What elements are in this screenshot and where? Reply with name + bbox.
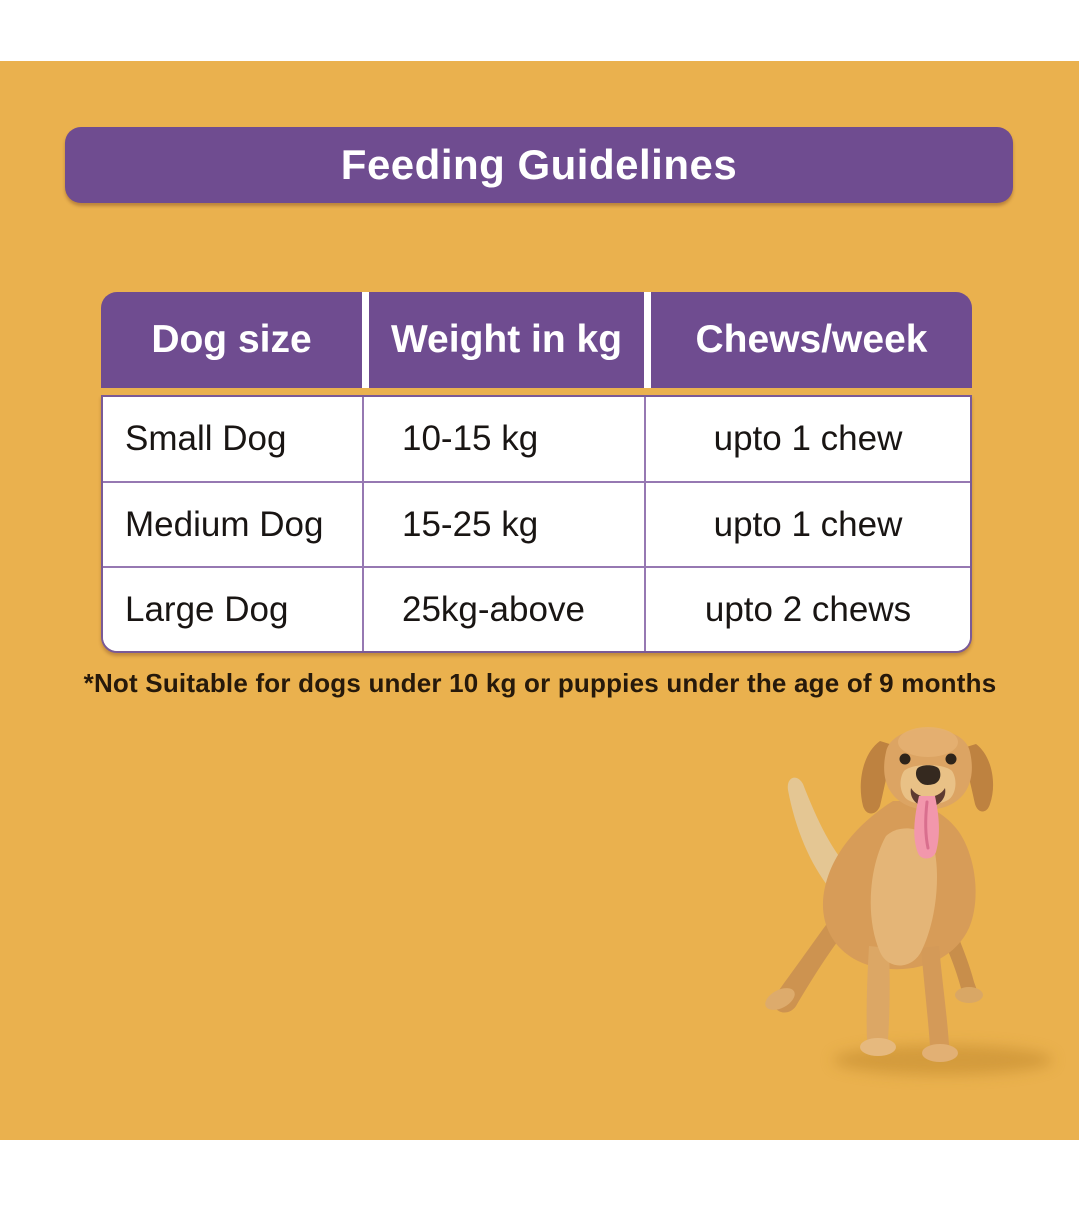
table-cell-medium-chews: upto 1 chew — [644, 481, 970, 566]
dog-tongue-crease — [924, 800, 930, 850]
table-cell-large-weight: 25kg-above — [362, 566, 644, 651]
table-cell-large-chews: upto 2 chews — [644, 566, 970, 651]
table-cell-large-dog: Large Dog — [103, 566, 362, 651]
dog-left-eye — [899, 753, 911, 765]
table-header-row: Dog size Weight in kg Chews/week — [101, 292, 972, 388]
column-header-dog-size: Dog size — [101, 292, 362, 388]
dog-right-eye — [945, 753, 957, 765]
dog-nose — [915, 765, 941, 785]
footnote-text: *Not Suitable for dogs under 10 kg or pu… — [83, 668, 997, 698]
dog-hind-right-paw — [955, 987, 983, 1003]
dog-hind-left-paw — [765, 988, 795, 1010]
dog-front-right-paw — [922, 1044, 958, 1062]
table-cell-small-weight: 10-15 kg — [362, 397, 644, 481]
dog-forehead-highlight — [898, 727, 958, 757]
dog-front-left-paw — [860, 1038, 896, 1056]
dog-front-left-leg — [866, 946, 890, 1049]
feeding-guidelines-banner: Feeding Guidelines — [65, 127, 1013, 203]
dog-front-right-leg — [921, 946, 950, 1054]
feeding-guidelines-table: Dog size Weight in kg Chews/week Small D… — [101, 292, 972, 653]
golden-retriever-photo — [728, 698, 1053, 1090]
table-cell-small-dog: Small Dog — [103, 397, 362, 481]
column-header-weight: Weight in kg — [362, 292, 644, 388]
dog-chest-fluff — [870, 828, 937, 966]
table-cell-small-chews: upto 1 chew — [644, 397, 970, 481]
dog-hind-left-leg — [774, 911, 848, 1013]
golden-retriever-image — [765, 727, 1053, 1075]
table-cell-medium-dog: Medium Dog — [103, 481, 362, 566]
table-cell-medium-weight: 15-25 kg — [362, 481, 644, 566]
table-body: Small Dog 10-15 kg upto 1 chew Medium Do… — [101, 395, 972, 653]
page-title: Feeding Guidelines — [340, 141, 738, 188]
column-header-chews: Chews/week — [644, 292, 972, 388]
